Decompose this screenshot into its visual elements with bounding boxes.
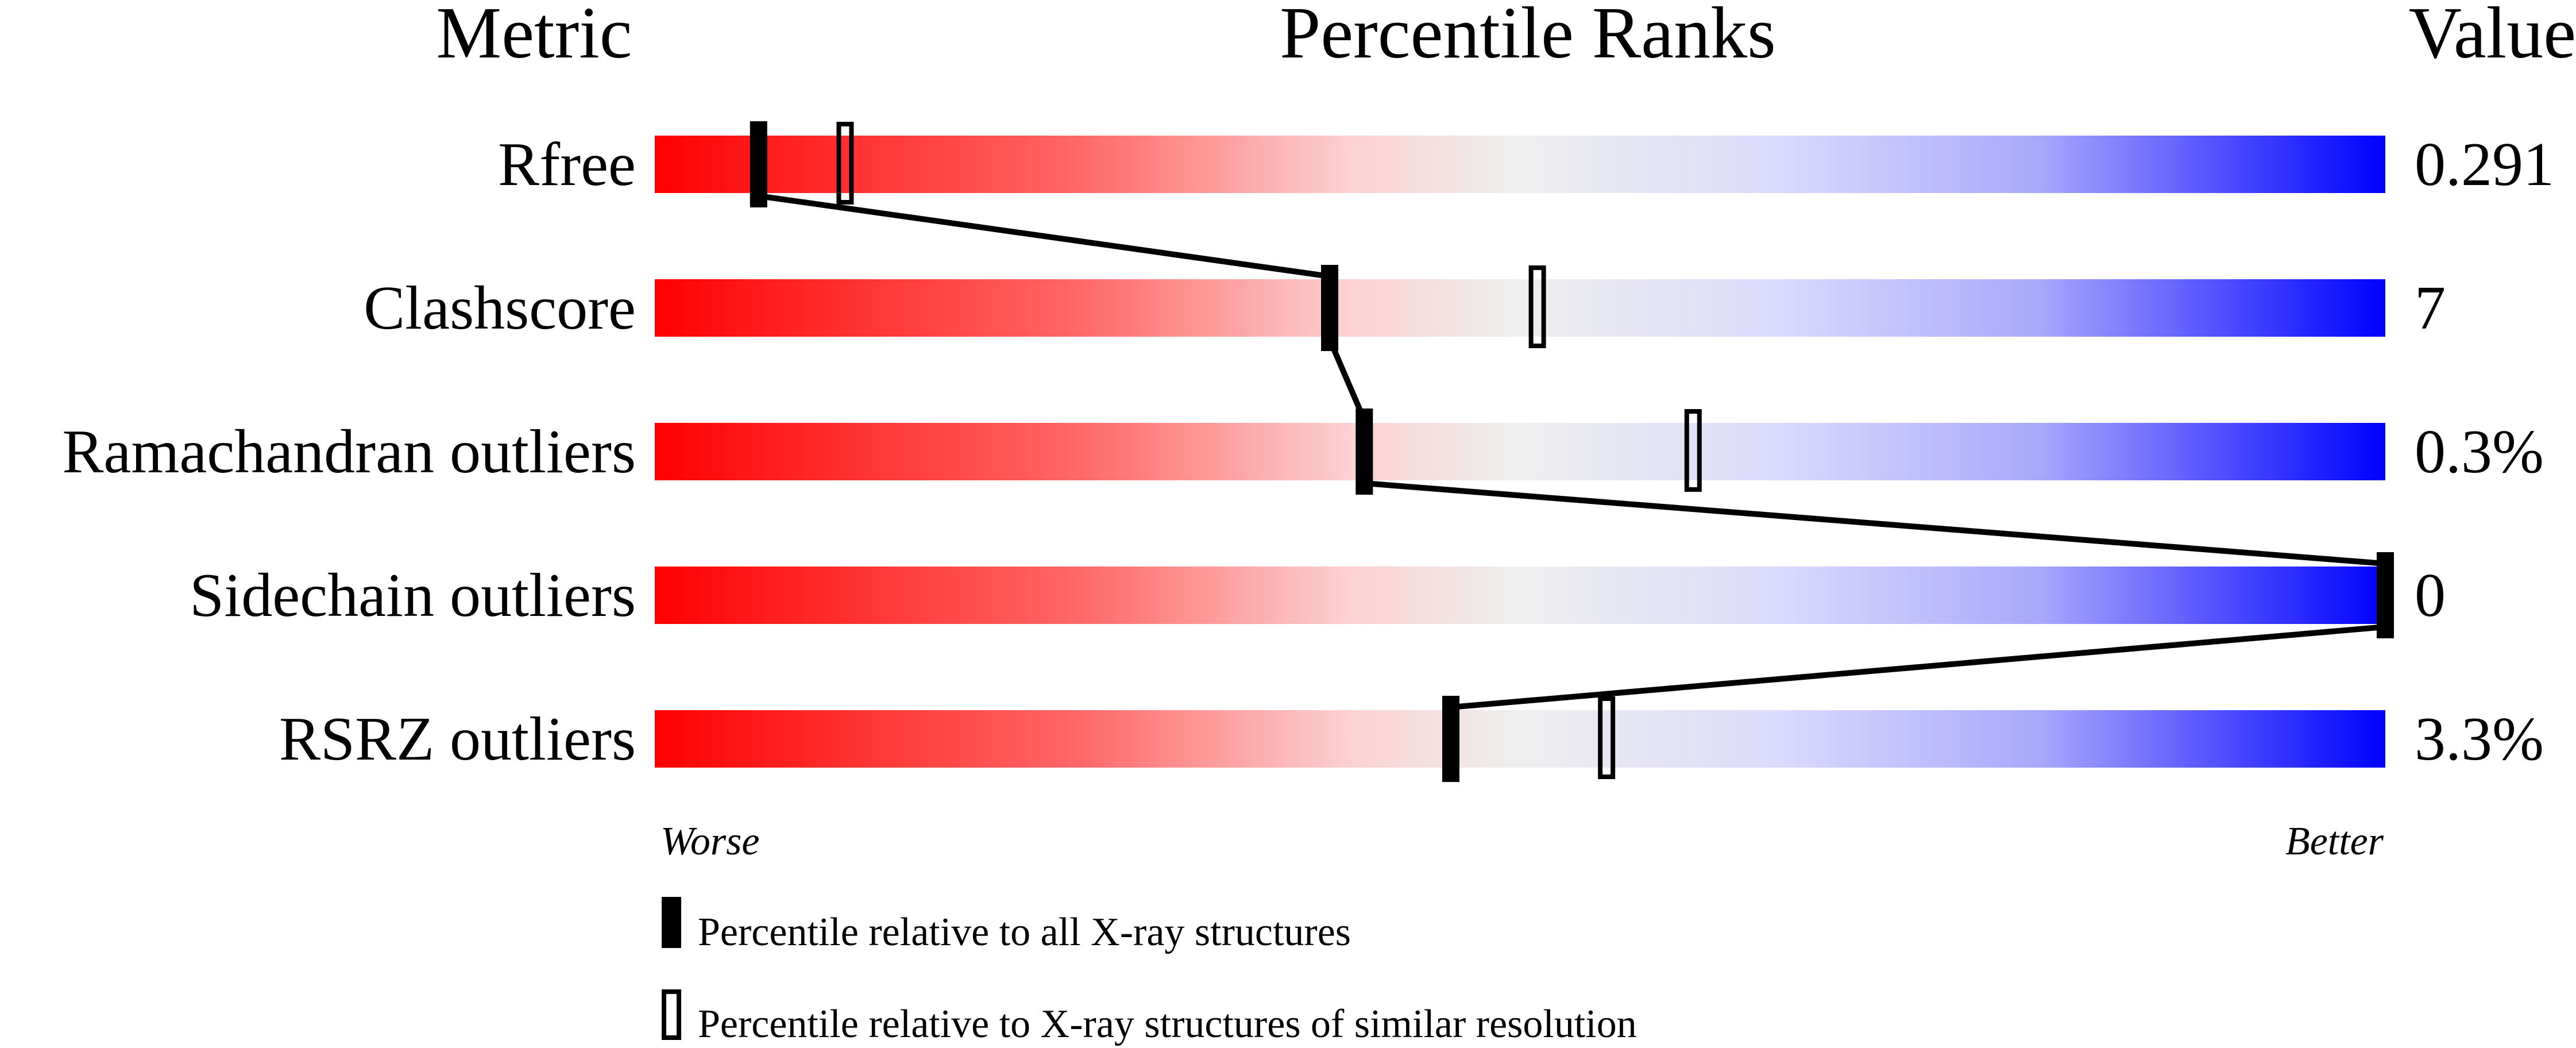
legend-filled-marker-icon	[662, 897, 681, 948]
metric-row: Sidechain outliers 0	[190, 552, 2446, 638]
all-structures-marker	[750, 121, 767, 207]
metric-label: Ramachandran outliers	[62, 418, 636, 486]
percentile-bar	[655, 279, 2385, 337]
metric-value: 3.3%	[2415, 705, 2544, 773]
metric-rows: Rfree 0.291 Clashscore 7 Ramachandran outlie…	[62, 121, 2554, 782]
metric-label: Clashscore	[364, 274, 636, 342]
metric-label: Sidechain outliers	[190, 561, 636, 630]
legend-hollow-marker-icon	[662, 989, 681, 1040]
percentile-bar	[655, 567, 2385, 624]
better-label: Better	[2285, 819, 2384, 864]
similar-resolution-marker	[836, 122, 854, 205]
connector-line	[1450, 624, 2386, 710]
metric-row: Ramachandran outliers 0.3%	[62, 409, 2544, 495]
connector-line	[1327, 338, 1367, 421]
connector-line	[1364, 480, 2386, 567]
value-header: Value	[2409, 0, 2576, 74]
metric-label: RSRZ outliers	[279, 705, 636, 773]
all-structures-marker	[1355, 409, 1373, 495]
worse-label: Worse	[661, 819, 759, 864]
percentile-ranks-header: Percentile Ranks	[1280, 0, 1776, 74]
similar-resolution-marker	[1684, 409, 1702, 492]
all-structures-marker	[2377, 552, 2394, 638]
metric-value: 0.3%	[2415, 418, 2544, 486]
metric-label: Rfree	[498, 130, 636, 199]
metric-row: Clashscore 7	[364, 265, 2446, 351]
metric-value: 0.291	[2415, 130, 2554, 199]
all-structures-marker	[1442, 696, 1459, 782]
metric-row: Rfree 0.291	[498, 121, 2554, 207]
percentile-bar	[655, 136, 2385, 193]
metric-row: RSRZ outliers 3.3%	[279, 696, 2544, 782]
all-structures-marker	[1321, 265, 1339, 351]
metric-header: Metric	[436, 0, 632, 74]
similar-resolution-marker	[1528, 265, 1546, 348]
metric-value: 7	[2415, 274, 2446, 342]
connector-lines	[758, 193, 2386, 710]
percentile-bar	[655, 423, 2385, 480]
legend-absolute-label: Percentile relative to all X-ray structu…	[698, 910, 1351, 954]
percentile-bar	[655, 710, 2385, 768]
metric-value: 0	[2415, 561, 2446, 630]
connector-line	[758, 193, 1330, 279]
similar-resolution-marker	[1598, 696, 1616, 779]
legend-relative-label: Percentile relative to X-ray structures …	[698, 1002, 1637, 1046]
